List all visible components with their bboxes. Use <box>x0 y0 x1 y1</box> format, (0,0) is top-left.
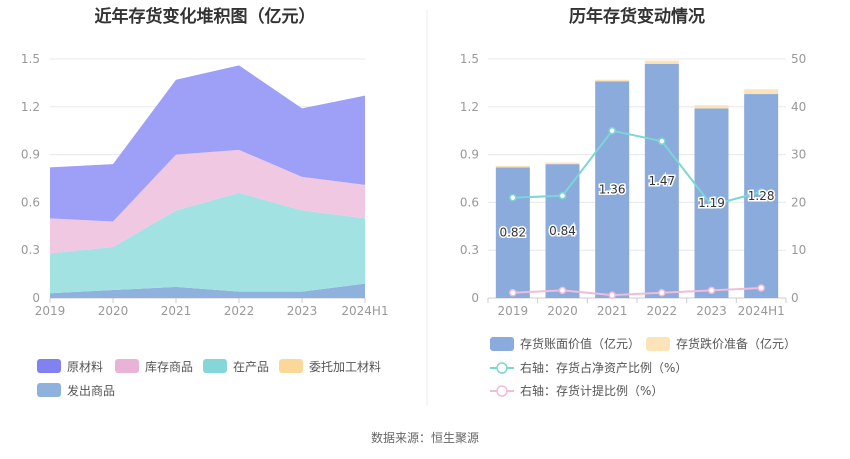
y-tick-label: 0.3 <box>460 243 479 257</box>
y-tick-label: 0.6 <box>460 195 479 209</box>
bar-book-value <box>595 81 630 298</box>
line-point <box>658 288 666 297</box>
bar-provision <box>744 89 779 95</box>
legend-swatch <box>37 383 61 397</box>
line-point <box>558 286 567 295</box>
y2-tick-label: 30 <box>791 148 806 162</box>
legend-label: 库存商品 <box>145 359 193 374</box>
y2-tick-label: 10 <box>791 243 806 257</box>
y2-tick-label: 50 <box>791 52 806 66</box>
legend-label: 发出商品 <box>67 383 115 398</box>
legend-label: 右轴：存货计提比例（%） <box>520 383 663 398</box>
line-point <box>509 193 517 202</box>
bar-book-value <box>495 167 530 298</box>
legend-label: 存货跌价准备（亿元） <box>676 336 796 351</box>
line-point <box>658 137 666 145</box>
bar-data-label: 0.82 <box>499 226 526 240</box>
legend-swatch <box>37 359 61 373</box>
legend-swatch <box>490 337 514 351</box>
x-tick-label: 2020 <box>98 304 129 318</box>
line-point <box>509 288 517 297</box>
legend-label: 在产品 <box>233 360 269 374</box>
bar-book-value <box>744 94 779 298</box>
area-发出商品 <box>50 283 365 298</box>
line-point <box>558 191 567 200</box>
y-tick-label: 0 <box>32 291 40 305</box>
line-point <box>757 188 765 196</box>
line-point <box>707 201 716 210</box>
bar-data-label: 1.19 <box>698 196 725 210</box>
x-tick-label: 2022 <box>224 304 255 318</box>
legend-swatch <box>203 359 227 373</box>
legend-label: 右轴：存货占净资产比例（%） <box>520 360 687 375</box>
y-tick-label: 0.3 <box>21 243 40 257</box>
bar-provision <box>545 162 580 165</box>
bar-book-value <box>545 164 580 298</box>
area-库存商品 <box>50 149 365 254</box>
y-tick-label: 0.9 <box>460 148 479 162</box>
bar-data-label: 1.36 <box>599 183 626 197</box>
x-tick-label: 2021 <box>161 304 192 318</box>
y-tick-label: 0.9 <box>21 148 40 162</box>
legend-label: 原材料 <box>67 360 103 374</box>
line-右轴：存货占净资产比例（%） <box>512 129 762 207</box>
legend-swatch <box>115 359 139 373</box>
legend-swatch <box>279 359 303 373</box>
legend-label: 委托加工材料 <box>309 360 381 374</box>
x-tick-label: 2020 <box>547 304 578 318</box>
bar-book-value <box>644 63 679 298</box>
y-tick-label: 1.2 <box>460 100 479 114</box>
y2-tick-label: 20 <box>791 195 806 209</box>
x-tick-label: 2023 <box>287 304 318 318</box>
bar-line-chart: 历年存货变动情况 0.82 0.84 1.36 1.47 1.19 1.28 0 0.3 0.… <box>460 6 806 398</box>
x-tick-label: 2024H1 <box>341 304 388 318</box>
line-右轴：存货计提比例（%） <box>512 286 762 297</box>
line-point <box>608 126 616 135</box>
bar-provision <box>495 165 530 168</box>
bar-data-label: 1.47 <box>648 174 675 188</box>
x-tick-label: 2021 <box>597 304 628 318</box>
x-tick-label: 2019 <box>35 304 66 318</box>
x-tick-label: 2019 <box>498 304 529 318</box>
stacked-area-chart: 近年存货变化堆积图（亿元） 0 0.3 0.6 0.9 1.2 1.5 2019 2020 20… <box>21 6 389 398</box>
left-chart-title: 近年存货变化堆积图（亿元） <box>95 6 316 27</box>
line-point <box>608 291 616 299</box>
y-tick-label: 1.5 <box>21 52 40 66</box>
legend-marker <box>496 385 508 397</box>
data-source: 数据来源：恒生聚源 <box>371 430 479 445</box>
x-tick-label: 2022 <box>647 304 678 318</box>
bar-provision <box>644 60 679 64</box>
bar-provision <box>694 105 729 109</box>
legend-marker <box>496 362 508 374</box>
bar-provision <box>595 79 630 82</box>
x-tick-label: 2024H1 <box>738 304 785 318</box>
x-tick-label: 2023 <box>696 304 727 318</box>
area-在产品 <box>50 192 365 294</box>
y-tick-label: 1.2 <box>21 100 40 114</box>
line-point <box>707 286 716 295</box>
area-原材料 <box>50 65 365 222</box>
right-chart-title: 历年存货变动情况 <box>569 6 705 27</box>
bar-data-label: 1.28 <box>748 189 775 203</box>
y2-tick-label: 0 <box>791 291 799 305</box>
y2-tick-label: 40 <box>791 100 806 114</box>
line-point <box>757 284 765 292</box>
legend-swatch <box>646 337 670 351</box>
legend-label: 存货账面价值（亿元） <box>520 336 640 351</box>
y-tick-label: 0.6 <box>21 195 40 209</box>
y-tick-label: 1.5 <box>460 52 479 66</box>
y-tick-label: 0 <box>471 291 479 305</box>
bar-data-label: 0.84 <box>549 224 576 238</box>
